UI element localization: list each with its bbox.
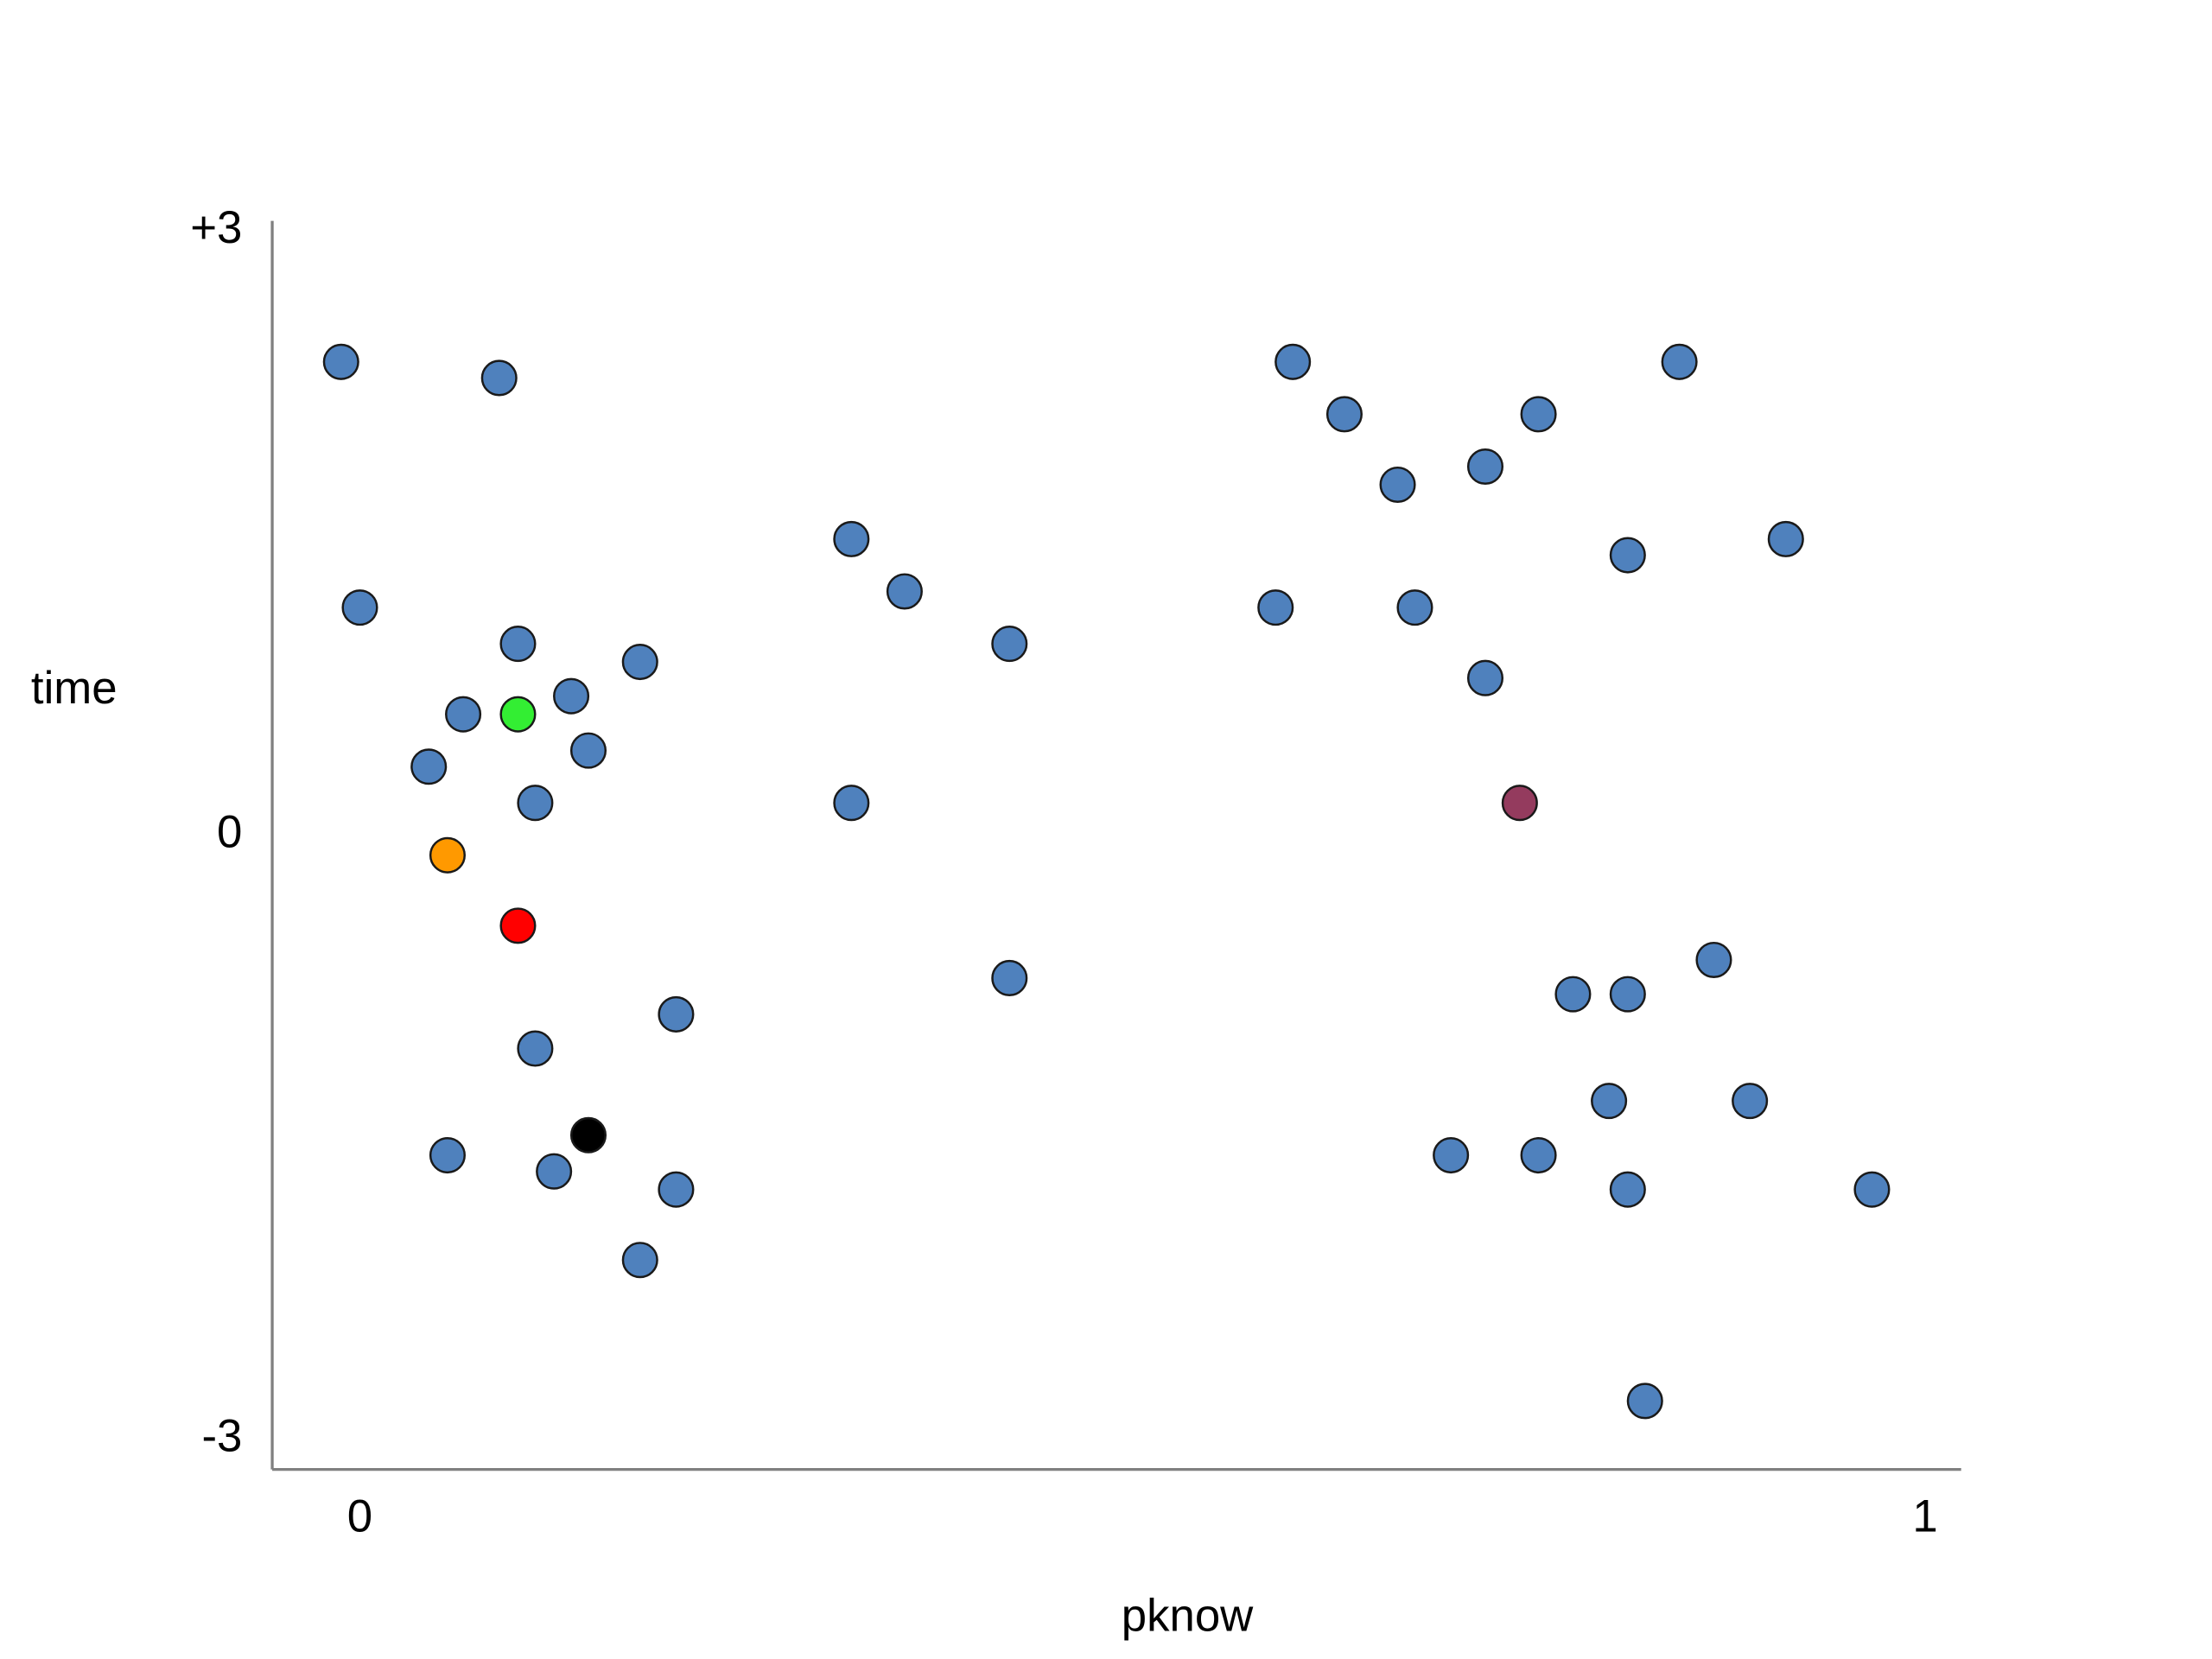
point (322, 343, 359, 380)
point (517, 1030, 554, 1067)
point (1396, 589, 1433, 626)
point (1274, 343, 1312, 380)
point (1325, 396, 1363, 433)
point (1853, 1171, 1891, 1208)
point (341, 589, 378, 626)
point (1257, 589, 1294, 626)
point (569, 1116, 607, 1154)
point (1767, 520, 1804, 557)
point (1732, 1083, 1769, 1120)
point (658, 1171, 695, 1208)
point (1609, 537, 1646, 574)
point (1609, 1171, 1646, 1208)
point (1591, 1083, 1628, 1120)
point (517, 785, 554, 822)
point (658, 995, 695, 1033)
point (991, 626, 1028, 663)
x-tick-label: 1 (1912, 1491, 1937, 1541)
point (1695, 941, 1732, 979)
point (1520, 396, 1557, 433)
y-tick-label: 0 (217, 806, 242, 857)
y-tick-label: +3 (190, 202, 242, 253)
point (1466, 659, 1504, 696)
point (1501, 785, 1538, 822)
point (1466, 448, 1504, 486)
point (480, 359, 518, 397)
point (445, 696, 482, 733)
point (569, 732, 607, 769)
point (1520, 1137, 1557, 1174)
point (536, 1153, 573, 1190)
point (410, 748, 448, 785)
point (886, 573, 923, 610)
point (991, 959, 1028, 996)
point (1609, 976, 1646, 1013)
y-axis-title: time (31, 663, 118, 714)
point (499, 907, 537, 944)
point (1661, 343, 1698, 380)
x-tick-label: 0 (347, 1491, 372, 1541)
point (553, 677, 590, 715)
point (499, 626, 537, 663)
point (429, 836, 466, 874)
point (1379, 466, 1416, 504)
point (1626, 1382, 1663, 1420)
y-tick-label: -3 (201, 1411, 242, 1462)
point (429, 1137, 466, 1174)
point (833, 520, 870, 557)
x-axis-title: pknow (1122, 1591, 1254, 1642)
point (499, 696, 537, 733)
point (621, 1242, 658, 1279)
point (833, 785, 870, 822)
point (621, 644, 658, 681)
point (1554, 976, 1592, 1013)
point (1433, 1137, 1470, 1174)
